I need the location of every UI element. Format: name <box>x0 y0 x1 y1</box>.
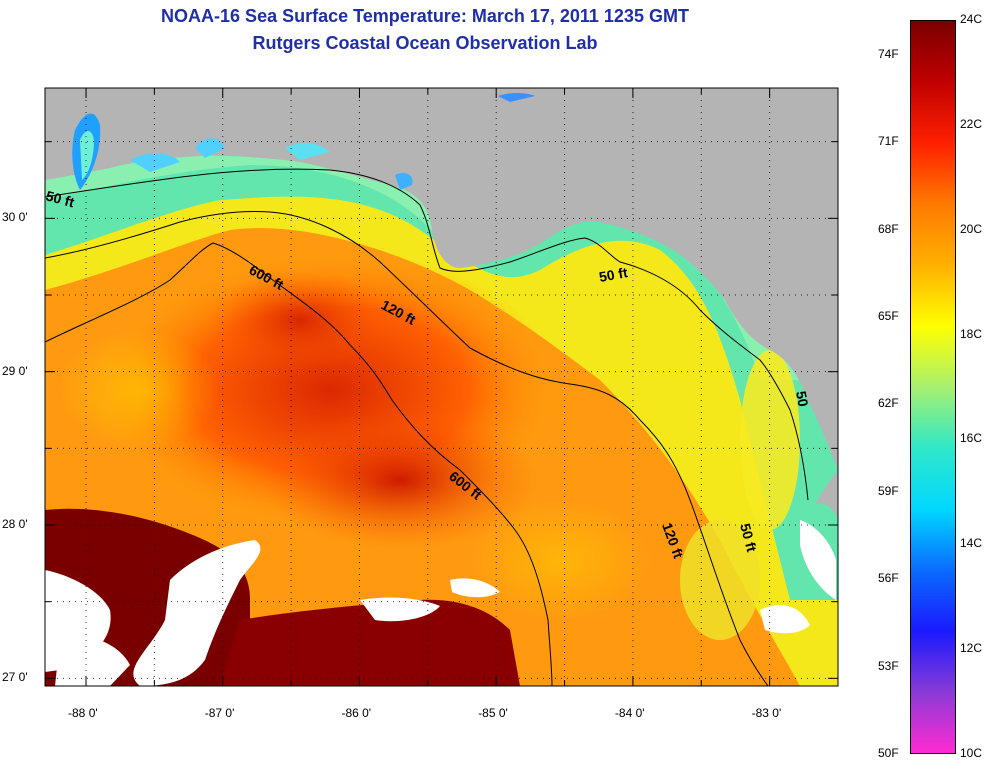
lat-label: 27 0' <box>2 670 28 685</box>
colorbar-fahrenheit-label: 50F <box>878 746 899 760</box>
colorbar-celsius-label: 16C <box>960 431 983 446</box>
frame-ticks <box>45 88 839 686</box>
lon-label: -86 0' <box>341 706 372 720</box>
colorbar-celsius-label: 24C <box>960 12 983 26</box>
land-mass <box>45 88 838 470</box>
colorbar-fahrenheit-label: 56F <box>878 571 899 586</box>
lat-label: 28 0' <box>2 517 28 531</box>
colorbar-fahrenheit-label: 62F <box>878 396 899 411</box>
colorbar-fahrenheit-label: 74F <box>878 46 899 61</box>
contour-label-50ft-bigbend: 50 ft <box>598 264 629 285</box>
map-frame <box>44 87 839 687</box>
colorbar-celsius-label: 22C <box>960 116 983 131</box>
bathymetry-contours <box>45 168 809 686</box>
colorbar-fahrenheit-label: 71F <box>878 134 899 149</box>
colorbar-fahrenheit-label: 59F <box>878 483 899 498</box>
colorbar-fahrenheit-label: 68F <box>878 221 899 236</box>
lat-label: 29 0' <box>2 363 28 378</box>
cloud-mask <box>45 520 836 686</box>
lon-label: -88 0' <box>68 706 98 720</box>
contour-label-50-coast: 50 <box>793 390 811 408</box>
colorbar-fahrenheit-label: 53F <box>878 658 899 673</box>
map-title: NOAA-16 Sea Surface Temperature: March 1… <box>161 6 689 26</box>
colorbar-celsius-label: 18C <box>960 326 983 341</box>
colorbar-celsius-label: 12C <box>960 641 983 656</box>
graticule <box>45 88 838 686</box>
colorbar-celsius-label: 10C <box>960 746 983 760</box>
colorbar-celsius-label: 14C <box>960 536 983 551</box>
lon-label: -87 0' <box>204 706 235 720</box>
contour-label-50ft-west: 50 ft <box>44 187 76 210</box>
map-subtitle: Rutgers Coastal Ocean Observation Lab <box>252 33 598 53</box>
lon-label: -84 0' <box>614 706 645 720</box>
colorbar-fahrenheit-label: 65F <box>878 309 899 324</box>
colorbar-celsius-label: 20C <box>960 221 983 236</box>
lat-label: 30 0' <box>2 210 28 225</box>
lon-label: -83 0' <box>751 706 782 720</box>
lon-label: -85 0' <box>478 706 508 720</box>
contour-label-50ft-south: 50 ft <box>737 522 760 554</box>
temperature-colorbar <box>910 20 956 754</box>
